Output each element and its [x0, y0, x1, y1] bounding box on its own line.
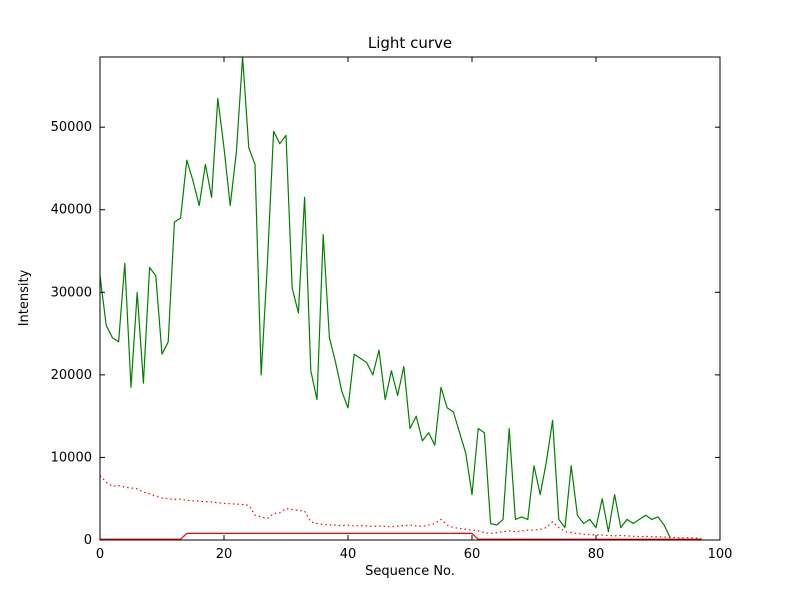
tick-group: 0 20 40 60 80 100 0 10000 20000 30000 40000 50000: [51, 57, 733, 562]
series-red-solid-step-curve: [100, 532, 702, 540]
y-axis-label: Intensity: [17, 269, 32, 326]
series-group: [99, 56, 702, 540]
series-red-dotted-curve: [99, 475, 702, 539]
axes-frame: [99, 56, 721, 541]
chart-title: Light curve: [368, 34, 452, 52]
x-tick-label: 20: [216, 547, 233, 562]
x-axis-label: Sequence No.: [365, 564, 455, 579]
x-tick-label: 60: [464, 547, 481, 562]
series-green-solid-main-curve: [99, 56, 671, 539]
y-tick-label: 20000: [51, 368, 92, 383]
x-tick-label: 0: [96, 547, 104, 562]
y-tick-label: 50000: [51, 120, 92, 135]
y-tick-label: 40000: [51, 203, 92, 218]
x-tick-label: 40: [340, 547, 357, 562]
y-tick-label: 30000: [51, 285, 92, 300]
y-tick-label: 10000: [51, 450, 92, 465]
x-tick-label: 100: [708, 547, 733, 562]
y-tick-label: 0: [84, 533, 92, 548]
x-tick-label: 80: [588, 547, 605, 562]
